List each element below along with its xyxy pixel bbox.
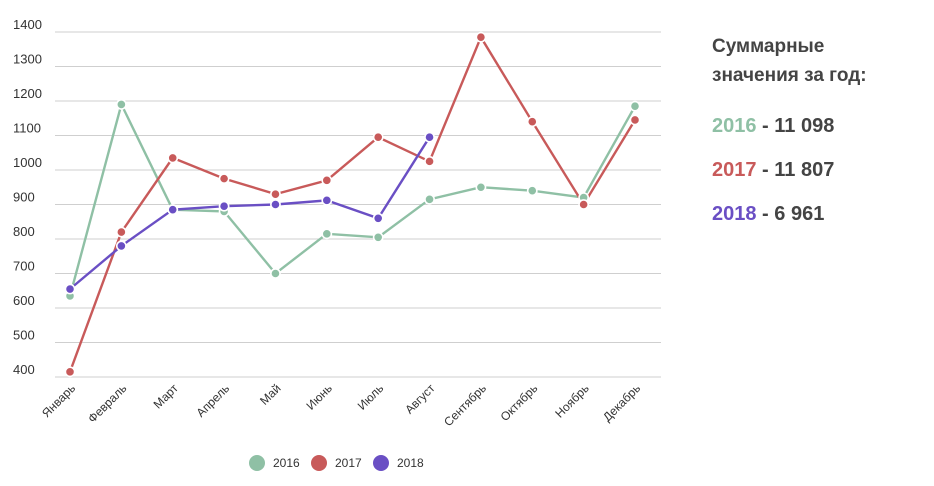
- line-chart: 400 500 600 700 800 900 1000 1100 1200 1300 1400 Я…: [13, 17, 661, 471]
- y-tick-label: 600: [13, 293, 35, 308]
- data-point-2017: [270, 188, 281, 200]
- data-point-2018: [218, 200, 230, 212]
- y-tick-label: 1100: [13, 121, 41, 136]
- data-point-2017: [629, 114, 641, 126]
- summary-separator: -: [756, 159, 775, 181]
- y-tick-label: 700: [13, 259, 35, 274]
- data-point-2018: [115, 240, 127, 252]
- data-point-2017: [526, 116, 538, 128]
- data-point-2018: [64, 283, 76, 295]
- data-point-2017: [578, 199, 590, 210]
- legend-label-2017: 2017: [335, 456, 362, 470]
- data-point-2017: [372, 131, 384, 143]
- summary-year: 2018: [712, 203, 757, 225]
- y-tick-label: 1400: [13, 17, 42, 32]
- x-tick-label: Июнь: [303, 381, 334, 412]
- x-tick-label: Март: [151, 381, 182, 412]
- x-tick-label: Май: [257, 381, 284, 408]
- data-point-2016: [321, 228, 333, 240]
- y-tick-label: 1200: [13, 86, 42, 101]
- y-tick-label: 1000: [13, 155, 42, 170]
- grid-lines: [55, 31, 661, 378]
- x-tick-label: Август: [402, 381, 438, 417]
- x-tick-label: Декабрь: [600, 381, 643, 424]
- data-point-2017: [218, 173, 230, 185]
- x-tick-label: Июль: [355, 381, 387, 413]
- x-tick-label: Октябрь: [498, 381, 541, 424]
- series-line-2018: [69, 136, 431, 290]
- data-point-2017: [321, 174, 333, 186]
- data-point-2017: [167, 152, 179, 164]
- data-point-2018: [424, 131, 435, 143]
- data-point-2016: [372, 231, 384, 243]
- summary-row-2017: 2017 - 11 807: [712, 156, 922, 184]
- x-tick-label: Апрель: [194, 381, 233, 420]
- summary-value: 11 098: [774, 115, 835, 137]
- data-point-2017: [64, 366, 76, 378]
- data-point-2018: [372, 212, 384, 224]
- data-point-2016: [475, 181, 487, 193]
- legend-label-2018: 2018: [397, 456, 424, 470]
- data-point-2017: [475, 31, 487, 43]
- yearly-totals-panel: Суммарные значения за год: 2016 - 11 098…: [712, 32, 922, 244]
- summary-year: 2016: [712, 115, 757, 137]
- y-tick-label: 1300: [13, 52, 42, 67]
- y-tick-label: 500: [13, 328, 35, 343]
- y-axis-ticks: 400 500 600 700 800 900 1000 1100 1200 1300 1400: [13, 17, 42, 377]
- summary-value: 11 807: [774, 159, 835, 181]
- data-point-2017: [115, 226, 127, 238]
- x-tick-label: Сентябрь: [441, 381, 489, 429]
- data-point-2016: [526, 185, 538, 197]
- summary-year: 2017: [712, 159, 757, 181]
- legend: 2016 2017 2018: [249, 455, 424, 471]
- legend-label-2016: 2016: [273, 456, 300, 470]
- y-tick-label: 900: [13, 190, 35, 205]
- x-axis-ticks: Январь Февраль Март Апрель Май Июнь Июль Август…: [39, 381, 643, 429]
- data-point-2018: [270, 199, 281, 210]
- legend-marker-2016: [249, 455, 265, 471]
- summary-value: 6 961: [774, 203, 825, 225]
- x-tick-label: Ноябрь: [552, 381, 591, 420]
- summary-separator: -: [756, 203, 775, 225]
- legend-marker-2018: [373, 455, 389, 471]
- summary-title: Суммарные значения за год:: [712, 32, 922, 90]
- x-tick-label: Февраль: [85, 381, 129, 425]
- data-point-2016: [629, 100, 641, 112]
- data-point-2016: [115, 99, 127, 110]
- summary-title-line1: Суммарные: [712, 36, 825, 57]
- legend-marker-2017: [311, 455, 327, 471]
- summary-row-2016: 2016 - 11 098: [712, 112, 922, 140]
- series-line-2016: [68, 100, 637, 297]
- series-lines: [68, 34, 637, 373]
- summary-title-line2: значения за год:: [712, 65, 867, 86]
- summary-row-2018: 2018 - 6 961: [712, 200, 922, 228]
- data-point-2017: [424, 155, 435, 167]
- x-tick-label: Январь: [39, 381, 78, 420]
- y-tick-label: 400: [13, 362, 35, 377]
- series-points: [64, 31, 641, 378]
- data-point-2016: [424, 193, 435, 205]
- data-point-2016: [270, 268, 281, 279]
- series-line-2017: [68, 34, 637, 373]
- data-point-2018: [321, 194, 333, 206]
- y-tick-label: 800: [13, 224, 35, 239]
- data-point-2018: [167, 204, 179, 216]
- summary-separator: -: [756, 115, 775, 137]
